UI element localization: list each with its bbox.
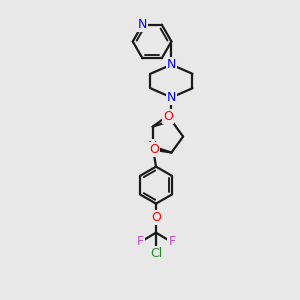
Text: O: O	[151, 212, 161, 224]
Text: Cl: Cl	[150, 247, 162, 260]
Text: F: F	[136, 235, 144, 248]
Text: N: N	[167, 91, 176, 104]
Text: N: N	[167, 58, 176, 71]
Text: N: N	[148, 140, 157, 153]
Text: N: N	[138, 18, 147, 31]
Text: O: O	[149, 143, 159, 156]
Text: O: O	[163, 110, 173, 123]
Text: F: F	[168, 235, 175, 248]
